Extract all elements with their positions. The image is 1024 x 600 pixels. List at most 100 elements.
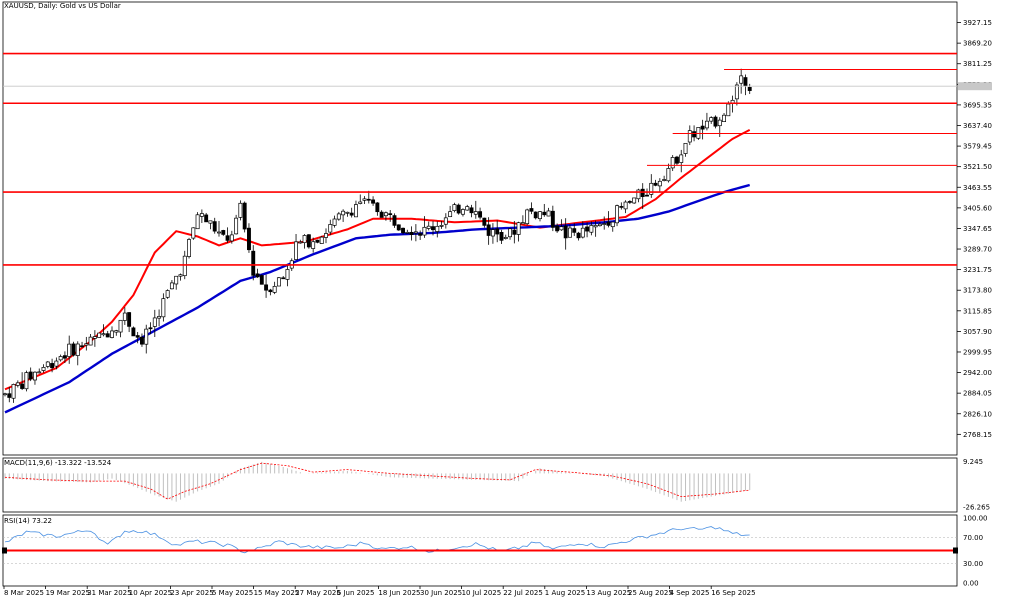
candle-body-bear	[349, 212, 354, 216]
candle-body-bear	[572, 228, 577, 233]
candle-body-bear	[366, 198, 371, 201]
candle-body-bull	[448, 211, 453, 218]
candle-body-bear	[50, 363, 55, 369]
price-tick-label: 3811.25	[963, 60, 992, 68]
candle-body-bear	[281, 277, 286, 280]
candle-body-bull	[45, 361, 50, 367]
candle-body-bear	[619, 206, 624, 208]
candle-body-bull	[383, 212, 388, 217]
candle-body-bull	[726, 103, 731, 117]
candle-body-bear	[264, 284, 269, 291]
ma-fast-line	[4, 129, 751, 391]
candle-body-bull	[15, 382, 20, 386]
candle-body-bear	[388, 213, 393, 215]
date-tick-label: 16 Sep 2025	[711, 589, 755, 597]
candle-body-bear	[268, 289, 273, 293]
candle-body-bear	[105, 333, 110, 338]
candle-body-bull	[490, 229, 495, 237]
rsi-tick-label: 30.00	[963, 560, 983, 568]
candle-body-bear	[80, 345, 84, 348]
candle-body-bull	[610, 221, 615, 228]
candle-body-bull	[670, 157, 675, 169]
moving-averages	[4, 129, 751, 414]
date-tick-label: 13 Aug 2025	[586, 589, 631, 597]
rsi-tick-label: 0.00	[963, 580, 979, 588]
candle-body-bear	[131, 327, 136, 337]
candle-body-bear	[204, 214, 209, 223]
candle-body-bull	[568, 227, 572, 238]
rsi-tick-label: 100.00	[963, 515, 988, 523]
candle-body-bear	[640, 188, 645, 197]
candle-body-bull	[717, 119, 722, 127]
candle-body-bull	[657, 180, 662, 187]
price-tick-label: 2999.95	[963, 348, 992, 356]
candle-body-bull	[58, 356, 63, 361]
candle-body-bear	[499, 232, 504, 241]
rsi-line	[4, 526, 750, 554]
candle-body-bull	[602, 223, 607, 225]
date-tick-label: 15 May 2025	[254, 589, 300, 597]
candle-body-bear	[550, 210, 555, 228]
price-tick-label: 3463.55	[963, 184, 992, 192]
candle-body-bear	[255, 273, 260, 278]
candle-body-bear	[482, 217, 487, 226]
candle-body-bull	[439, 225, 444, 227]
date-tick-label: 27 May 2025	[295, 589, 341, 597]
candle-body-bull	[67, 343, 72, 357]
candle-body-bear	[20, 383, 25, 389]
date-tick-label: 5 May 2025	[212, 589, 253, 597]
candle-body-bull	[11, 384, 16, 399]
candle-body-bear	[495, 228, 500, 235]
candle-body-bear	[675, 156, 679, 164]
candle-body-bull	[24, 372, 29, 390]
candle-body-bull	[704, 120, 709, 129]
candle-body-bull	[41, 367, 46, 371]
candle-body-bear	[747, 87, 752, 91]
price-axis: 3927.153869.203811.253753.303695.353637.…	[3, 19, 992, 439]
candle-body-bull	[238, 202, 243, 218]
candle-body-bull	[110, 330, 114, 338]
candle-body-bear	[401, 227, 405, 234]
date-tick-label: 10 Jul 2025	[462, 589, 502, 597]
candle-body-bear	[135, 335, 140, 338]
price-tick-label: 3057.90	[963, 328, 992, 336]
candle-body-bull	[559, 226, 564, 231]
candle-body-bull	[666, 168, 671, 182]
candle-body-bear	[606, 221, 611, 226]
candle-body-bull	[405, 231, 410, 234]
rsi-label: RSI(14) 73.22	[4, 517, 52, 525]
date-tick-label: 8 Mar 2025	[4, 589, 44, 597]
price-tick-label: 3695.35	[963, 101, 992, 109]
candle-body-bear	[653, 182, 658, 186]
price-tick-label: 3869.20	[963, 40, 992, 48]
candle-body-bull	[195, 214, 200, 230]
rsi-tick-label: 70.00	[963, 534, 983, 542]
macd-tick-label: -26.265	[963, 504, 990, 512]
candle-body-bull	[187, 239, 191, 257]
candle-body-bull	[345, 211, 350, 214]
date-tick-label: 22 Jul 2025	[503, 589, 543, 597]
candle-body-bull	[75, 343, 80, 356]
candle-body-bear	[28, 371, 33, 380]
price-tick-label: 2826.10	[963, 410, 992, 418]
candle-body-bull	[358, 201, 363, 204]
candle-body-bear	[542, 211, 547, 216]
candle-body-bear	[529, 208, 534, 212]
candle-body-bull	[272, 285, 277, 293]
candle-body-bull	[229, 234, 234, 242]
candle-body-bull	[696, 127, 701, 139]
candle-body-bull	[508, 228, 512, 238]
rsi-level-handle-right	[953, 547, 958, 554]
price-tick-label: 3289.70	[963, 246, 992, 254]
candle-body-bull	[324, 233, 328, 238]
candle-body-bull	[336, 213, 341, 220]
candle-body-bull	[687, 130, 692, 143]
price-tick-label: 2942.00	[963, 369, 992, 377]
candle-body-bear	[478, 211, 483, 218]
candle-body-bull	[174, 275, 179, 285]
candle-body-bull	[615, 205, 619, 224]
candle-body-bull	[516, 222, 521, 235]
candle-body-bull	[461, 209, 465, 215]
candle-body-bull	[623, 201, 628, 210]
